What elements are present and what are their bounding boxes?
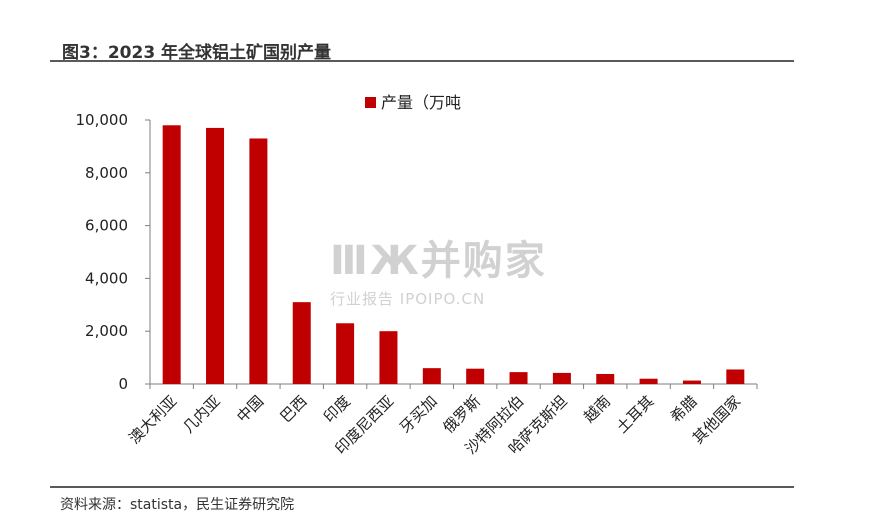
x-tick-label: 土耳其: [613, 392, 658, 437]
x-tick-label: 其他国家: [689, 392, 744, 447]
bar: [552, 372, 571, 384]
bar: [639, 378, 658, 384]
bottom-rule: [50, 486, 794, 488]
x-tick-label: 中国: [233, 392, 267, 426]
bar: [726, 369, 745, 384]
legend: 产量（万吨: [365, 93, 461, 112]
x-tick-label: 牙买加: [396, 392, 441, 437]
x-tick-label: 印度: [320, 392, 354, 426]
bar: [379, 331, 398, 384]
source-note: 资料来源：statista，民生证券研究院: [60, 497, 295, 513]
x-tick-label: 越南: [580, 392, 614, 426]
watermark-sub: 行业报告 IPOIPO.CN: [330, 290, 486, 308]
bars: [162, 125, 745, 385]
bar: [249, 138, 268, 384]
y-tick-label: 4,000: [85, 269, 128, 287]
legend-label: 产量（万吨: [381, 93, 461, 112]
bar: [292, 302, 311, 384]
y-tick-label: 0: [118, 375, 128, 393]
top-rule: [50, 60, 794, 62]
y-tick-label: 10,000: [76, 111, 129, 129]
bar: [422, 368, 441, 384]
bar: [596, 373, 615, 384]
x-axis: 澳大利亚几内亚 中国 巴西 印度印度尼西亚牙买加俄罗斯沙特阿拉伯哈萨克斯坦 越南土耳其希…: [125, 383, 758, 458]
bar: [682, 380, 701, 384]
bar: [466, 368, 485, 384]
y-axis: 0 2,000 4,000 6,000 8,000 10,000: [76, 111, 151, 393]
bar: [509, 372, 528, 384]
y-tick-label: 6,000: [85, 217, 128, 235]
x-tick-label: 澳大利亚: [125, 392, 180, 447]
y-tick-label: 2,000: [85, 322, 128, 340]
bar: [336, 323, 355, 384]
bar: [206, 127, 225, 385]
legend-swatch: [365, 97, 376, 108]
watermark-main: ⅢЖ并购家: [330, 238, 547, 284]
x-tick-label: 几内亚: [179, 392, 224, 437]
figure-title: 图3：2023 年全球铝土矿国别产量: [62, 43, 332, 63]
x-tick-label: 希腊: [667, 392, 701, 426]
bar: [162, 125, 181, 384]
watermark: ⅢЖ并购家 行业报告 IPOIPO.CN: [330, 228, 547, 309]
y-tick-label: 8,000: [85, 164, 128, 182]
x-tick-label: 巴西: [277, 392, 311, 426]
